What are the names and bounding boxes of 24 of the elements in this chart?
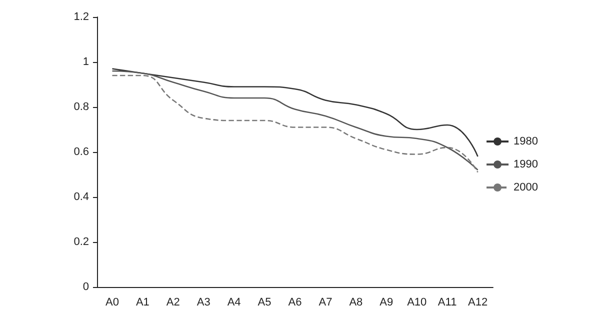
x-tick-label: A6 — [288, 296, 302, 308]
x-tick-label: A0 — [105, 296, 119, 308]
x-tick-label: A7 — [318, 296, 332, 308]
legend-label: 2000 — [514, 182, 538, 194]
y-tick-label: 0 — [82, 281, 89, 293]
y-tick-label: 0.6 — [74, 146, 89, 158]
x-tick-label: A1 — [136, 296, 150, 308]
y-tick-label: 0.4 — [74, 191, 89, 203]
x-tick-label: A4 — [227, 296, 241, 308]
y-tick-label: 1 — [82, 56, 89, 68]
x-tick-label: A3 — [196, 296, 210, 308]
x-tick-label: A10 — [407, 296, 427, 308]
x-tick-label: A12 — [468, 296, 488, 308]
x-tick-label: A8 — [349, 296, 363, 308]
legend-label: 1980 — [514, 136, 538, 148]
y-tick-label: 0.2 — [74, 236, 89, 248]
y-tick-label: 1.2 — [74, 11, 89, 23]
x-tick-label: A11 — [438, 296, 457, 308]
x-tick-label: A5 — [258, 296, 272, 308]
x-tick-label: A9 — [380, 296, 394, 308]
line-series — [112, 68, 478, 158]
y-tick-label: 0.8 — [74, 101, 89, 113]
legend-label: 1990 — [514, 158, 538, 170]
x-tick-label: A2 — [166, 296, 180, 308]
